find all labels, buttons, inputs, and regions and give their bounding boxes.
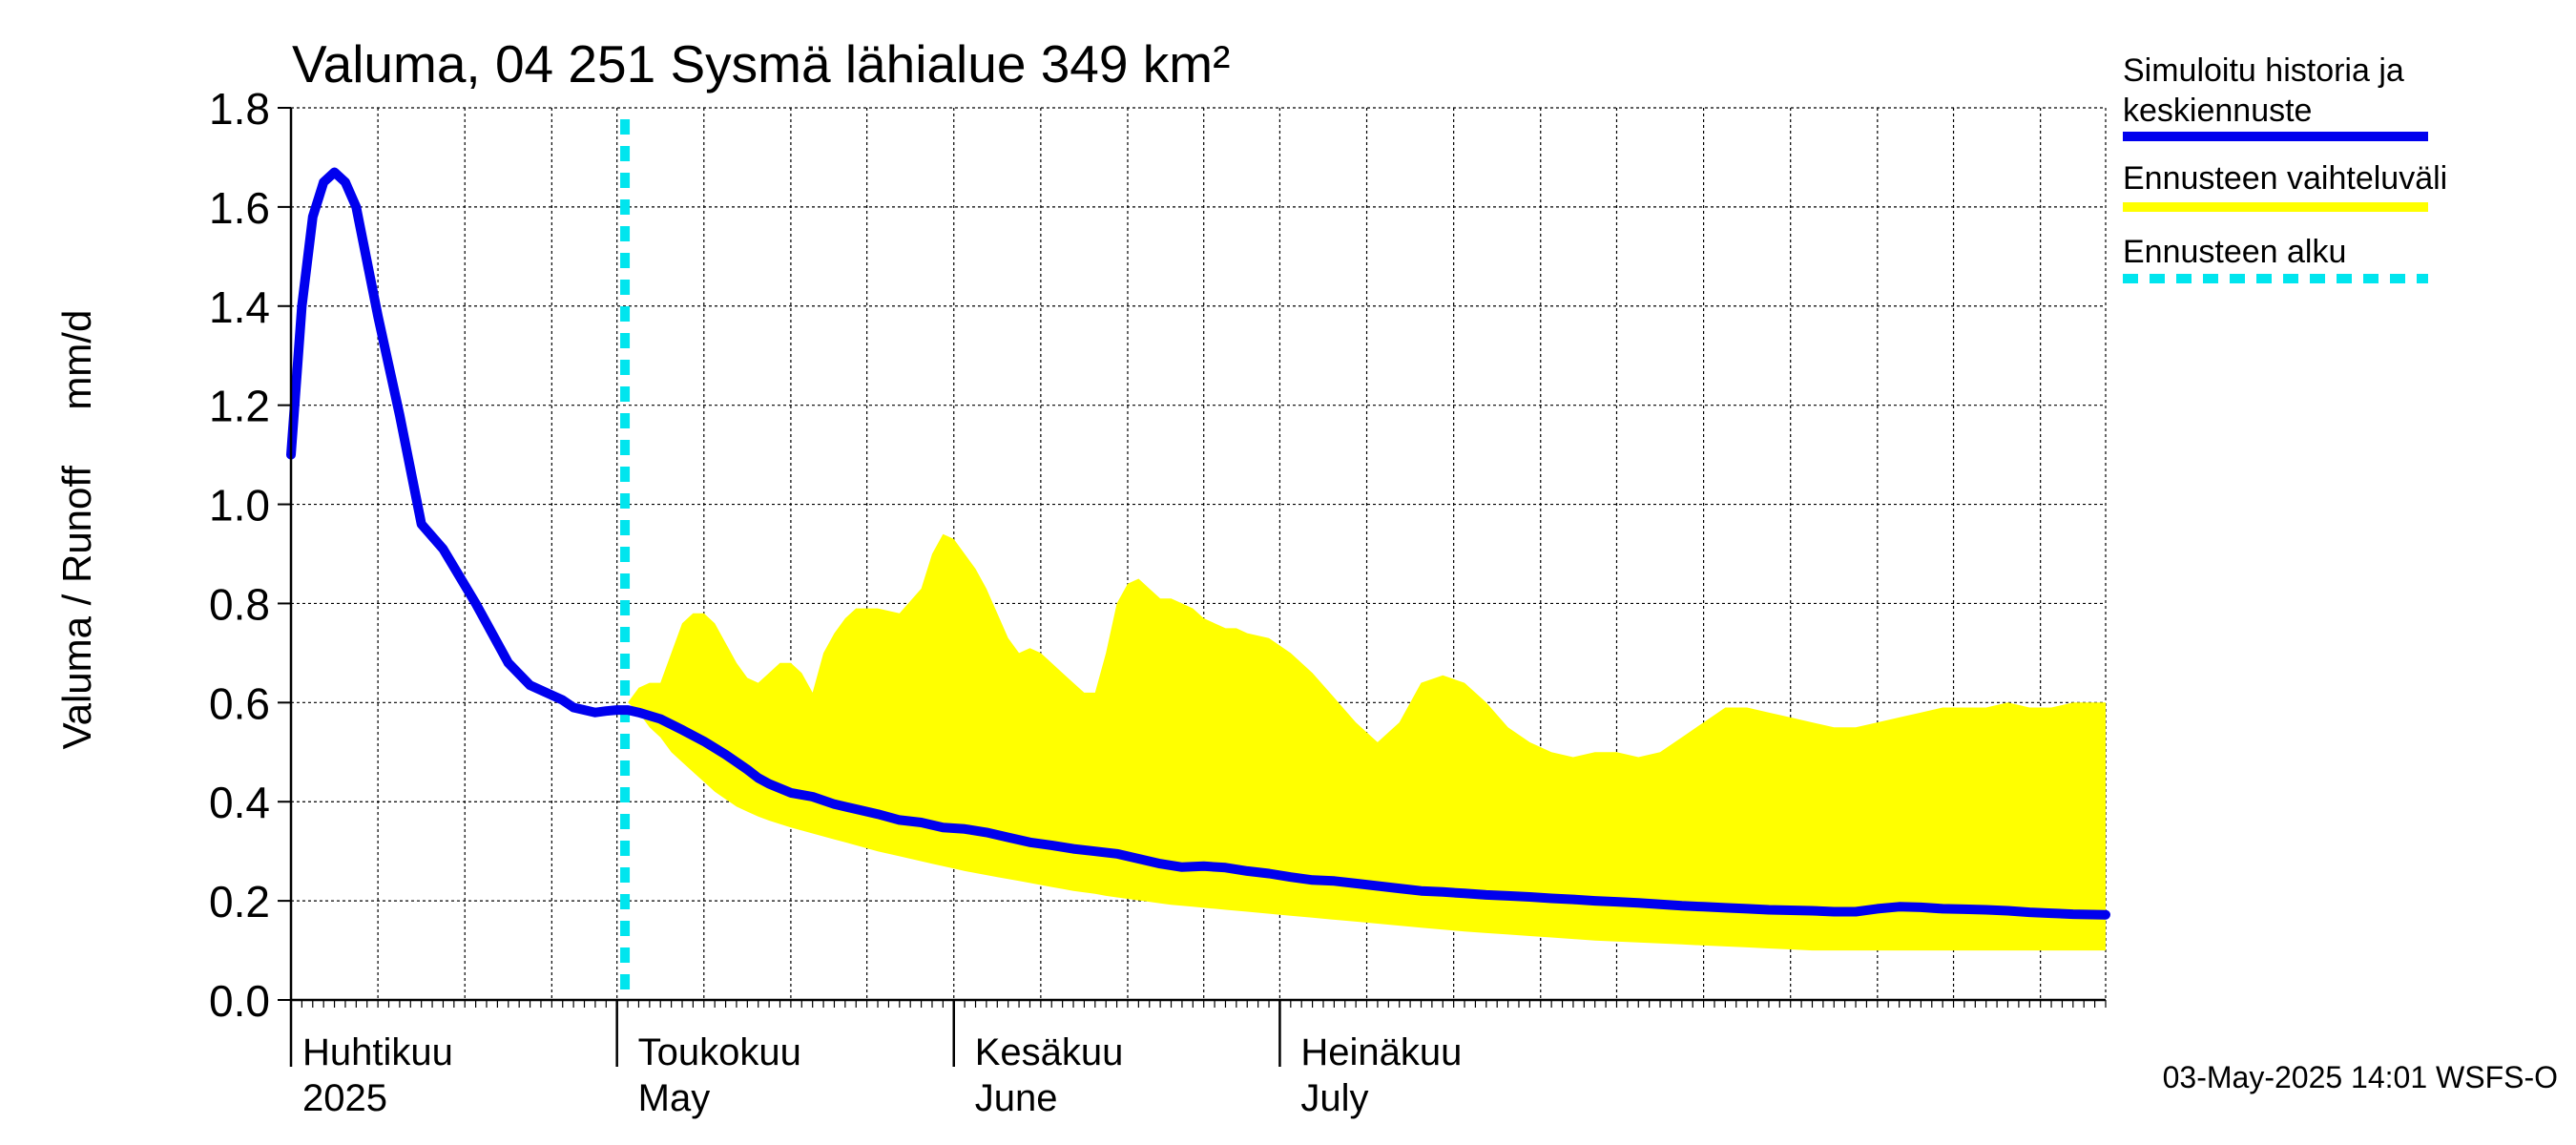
legend-label: Ennusteen vaihteluväli <box>2123 160 2447 197</box>
y-tick-label: 0.6 <box>209 678 270 728</box>
y-tick-label: 1.2 <box>209 382 270 431</box>
month-label-en: May <box>638 1077 711 1119</box>
forecast-range-band <box>628 533 2106 951</box>
y-tick-label: 1.0 <box>209 481 270 531</box>
month-label-fi: Huhtikuu <box>302 1031 453 1073</box>
month-label-en: June <box>975 1077 1058 1119</box>
chart-title: Valuma, 04 251 Sysmä lähialue 349 km² <box>292 34 1230 94</box>
y-tick-label: 1.8 <box>209 84 270 134</box>
month-label-en: 2025 <box>302 1077 387 1119</box>
month-label-fi: Toukokuu <box>638 1031 801 1073</box>
legend-label: keskiennuste <box>2123 93 2312 129</box>
legend-label: Simuloitu historia ja <box>2123 52 2404 89</box>
chart-legend: Simuloitu historia ja keskiennuste Ennuste… <box>2123 52 2447 283</box>
legend-label: Ennusteen alku <box>2123 234 2346 270</box>
y-tick-label: 0.2 <box>209 877 270 926</box>
month-label-fi: Kesäkuu <box>975 1031 1124 1073</box>
y-tick-labels: 0.0 0.2 0.4 0.6 0.8 1.0 1.2 1.4 1.6 1.8 <box>209 84 270 1026</box>
y-tick-label: 1.6 <box>209 183 270 233</box>
month-label-en: July <box>1300 1077 1368 1119</box>
y-tick-label: 0.4 <box>209 778 270 827</box>
chart-axes <box>278 107 2107 1067</box>
y-tick-label: 0.8 <box>209 579 270 629</box>
simulated-mean-line <box>286 167 2110 920</box>
month-label-fi: Heinäkuu <box>1300 1031 1462 1073</box>
y-tick-label: 1.4 <box>209 282 270 332</box>
y-axis-label: Valuma / Runoff mm/d <box>54 310 99 750</box>
y-tick-label: 0.0 <box>209 976 270 1026</box>
footer-timestamp: 03-May-2025 14:01 WSFS-O <box>2163 1060 2558 1094</box>
